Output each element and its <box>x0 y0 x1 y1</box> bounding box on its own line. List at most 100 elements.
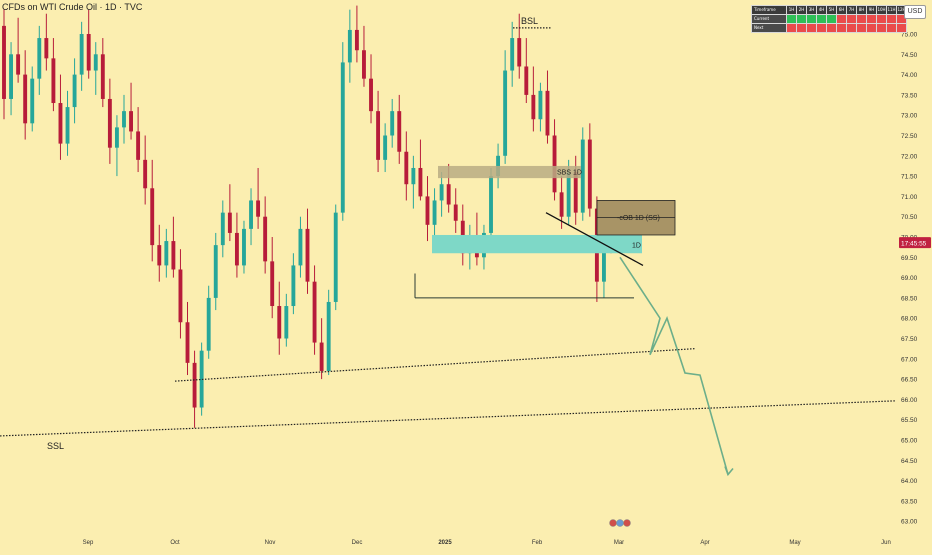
projection-path <box>619 256 729 475</box>
x-tick-label: Dec <box>352 540 363 546</box>
y-tick-label: 74.00 <box>901 72 918 79</box>
x-tick-label: Nov <box>265 540 276 546</box>
tf-2h: 2H <box>796 5 807 15</box>
descending-trendline <box>545 212 644 266</box>
y-tick-label: 64.00 <box>901 478 918 485</box>
candle-body <box>446 184 451 205</box>
candle-body <box>234 232 239 266</box>
candle-body <box>37 38 42 79</box>
ssl-label: SSL <box>47 441 64 451</box>
tf-3h: 3H <box>806 5 817 15</box>
candle-body <box>178 269 183 323</box>
candle-body <box>2 25 6 99</box>
candle-body <box>362 50 366 79</box>
y-tick-label: 70.50 <box>901 214 918 221</box>
candle-body <box>312 281 317 343</box>
sbs-zone <box>438 165 581 179</box>
currency-button[interactable]: USD <box>904 5 926 19</box>
event-icon <box>609 519 617 527</box>
tf-4h: 4H <box>816 5 827 15</box>
timeframe-cell <box>786 23 797 33</box>
current-row: Current <box>751 14 907 24</box>
candle-body <box>16 54 21 75</box>
candle-body <box>390 111 395 136</box>
tf-9h: 9H <box>866 5 877 15</box>
x-tick-label: Jun <box>881 540 891 546</box>
candle-body <box>136 131 141 160</box>
y-tick-label: 71.50 <box>901 174 918 181</box>
current-price-badge <box>899 237 931 249</box>
candle-body <box>9 54 13 99</box>
candle-body <box>213 245 218 298</box>
candle-body <box>192 362 197 408</box>
timeframe-cell <box>816 14 827 24</box>
timeframe-header-row: Timeframe 1H 2H 3H 4H 5H 6H 7H 8H 9H 10H… <box>751 5 907 15</box>
timeframe-cell <box>806 14 817 24</box>
candle-body <box>263 216 268 262</box>
candle-body <box>51 58 56 104</box>
candle-body <box>44 38 49 59</box>
y-tick-label: 72.50 <box>901 133 918 140</box>
timeframe-cell <box>796 14 807 24</box>
timeframe-cell <box>866 14 877 24</box>
candle-body <box>305 228 310 282</box>
timeframe-table: Timeframe 1H 2H 3H 4H 5H 6H 7H 8H 9H 10H… <box>751 5 907 33</box>
ssl-line <box>0 398 932 437</box>
teal-zone <box>432 234 642 254</box>
candle-body <box>171 241 176 270</box>
candle-body <box>517 38 522 67</box>
timeframe-header-label: Timeframe <box>751 5 787 15</box>
timeframe-cell <box>856 23 867 33</box>
timeframe-cell <box>876 14 887 24</box>
tf-6h: 6H <box>836 5 847 15</box>
candle-body <box>30 78 35 124</box>
candle-body <box>418 167 423 197</box>
price-axis[interactable]: 75.00 74.50 74.00 73.50 73.00 72.50 72.00 71.50… <box>896 0 932 550</box>
current-price-label: 17:45:55 <box>901 241 927 248</box>
y-tick-label: 69.00 <box>901 275 918 282</box>
timeframe-cell <box>826 14 837 24</box>
y-tick-label: 68.00 <box>901 316 918 323</box>
sbs-label: SBS 1D <box>557 170 582 177</box>
next-row: Next <box>751 23 907 33</box>
candle-body <box>114 127 119 148</box>
y-tick-label: 63.50 <box>901 498 918 505</box>
candle-body <box>587 139 592 209</box>
y-tick-label: 65.50 <box>901 417 918 424</box>
x-tick-label: Feb <box>532 540 543 546</box>
candle-body <box>185 322 190 363</box>
candle-body <box>220 212 225 246</box>
candle-body <box>524 66 529 95</box>
candle-body <box>347 29 352 63</box>
candle-body <box>129 111 133 132</box>
tf-1h: 1H <box>786 5 797 15</box>
y-tick-label: 75.00 <box>901 32 918 39</box>
y-tick-label: 73.00 <box>901 113 918 120</box>
timeframe-cell <box>866 23 877 33</box>
timeframe-cell <box>886 14 897 24</box>
candle-body <box>100 54 105 99</box>
x-tick-label: Mar <box>614 540 624 546</box>
y-tick-label: 65.00 <box>901 438 918 445</box>
price-axis-background <box>896 0 932 550</box>
candle-body <box>298 228 303 266</box>
timeframe-cell <box>846 14 857 24</box>
candle-body <box>326 301 331 371</box>
tf-7h: 7H <box>846 5 857 15</box>
symbol-title[interactable]: CFDs on WTI Crude Oil · 1D · TVC <box>2 2 143 12</box>
candle-body <box>545 90 550 136</box>
candle-body <box>383 135 388 160</box>
candle-body <box>439 184 444 201</box>
y-tick-label: 64.50 <box>901 458 918 465</box>
y-tick-label: 74.50 <box>901 52 918 59</box>
candle-body <box>86 34 91 71</box>
candle-body <box>404 151 409 185</box>
candle-body <box>79 34 84 75</box>
candle-body <box>354 29 359 51</box>
timeframe-cell <box>876 23 887 33</box>
candle-body <box>143 159 148 189</box>
candle-body <box>489 176 493 233</box>
candle-body <box>566 172 571 217</box>
time-axis[interactable]: Sep Oct Nov Dec 2025 Feb Mar Apr May Jun <box>83 519 891 547</box>
